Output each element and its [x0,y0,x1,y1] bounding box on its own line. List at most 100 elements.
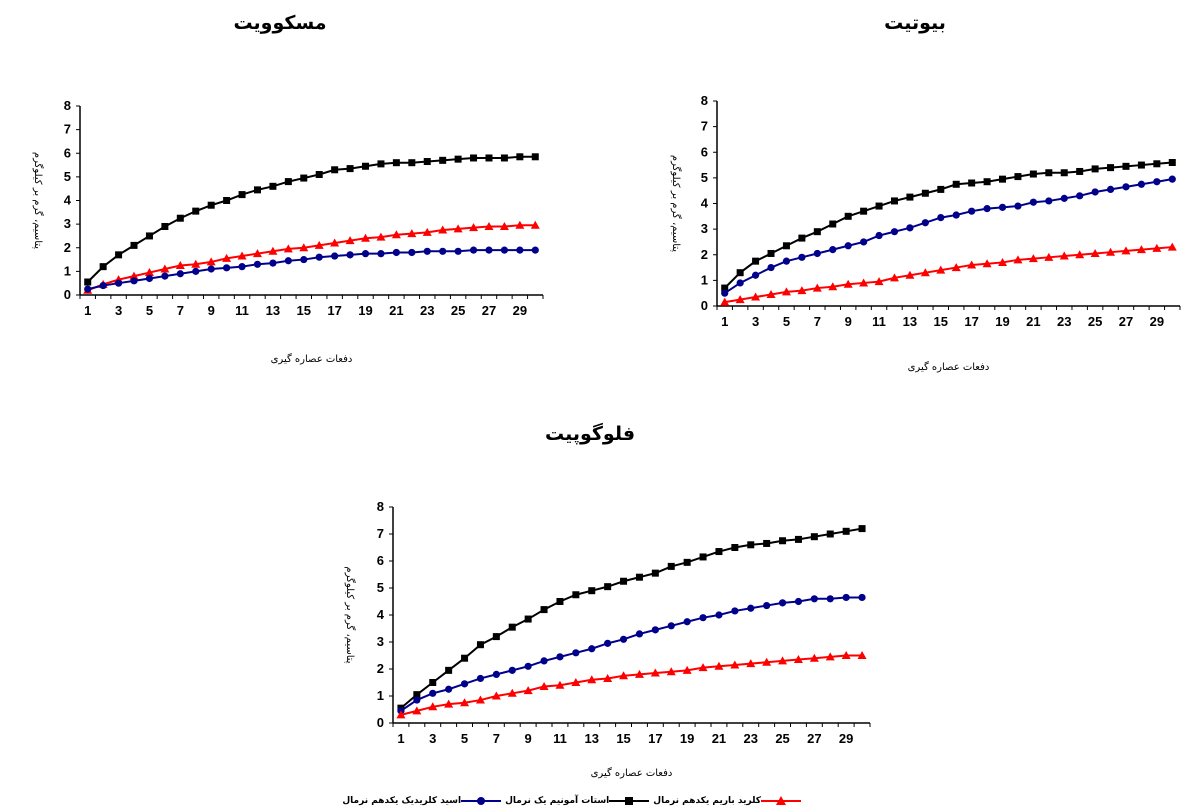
data-point-ammonium [392,159,400,167]
y-tick-label: 8 [64,98,71,113]
data-point-ammonium [721,284,729,292]
data-point-barium [422,227,432,236]
y-tick-label: 6 [377,553,384,568]
data-point-acid [223,264,231,272]
data-point-ammonium [779,537,787,545]
data-point-acid [635,630,644,638]
data-point-barium [825,652,835,661]
x-tick-label: 17 [327,303,341,318]
data-point-acid [810,595,818,603]
data-point-ammonium [145,232,153,240]
data-point-barium [507,688,517,697]
y-tick-label: 0 [64,287,71,302]
x-tick-label: 17 [648,731,662,746]
data-point-barium [666,667,676,676]
data-point-acid [651,626,659,634]
data-point-barium [438,225,448,234]
legend-label-acid: اسید کلریدیک یکدهم نرمال [342,796,462,806]
data-point-barium [491,691,501,700]
data-point-ammonium [875,202,883,210]
data-point-barium [650,668,660,677]
legend-marker-barium [761,796,801,805]
data-point-acid [413,696,421,704]
data-point-ammonium [968,179,976,187]
x-tick-label: 15 [297,303,311,318]
data-point-barium [1028,254,1038,263]
data-point-ammonium [651,569,659,577]
data-point-barium [634,669,644,678]
data-point-acid [763,601,771,610]
x-tick-label: 17 [964,314,978,329]
data-point-acid [952,211,960,219]
data-point-ammonium [683,558,691,566]
data-point-acid [890,228,899,236]
data-point-acid [1045,197,1053,205]
data-point-ammonium [524,615,532,623]
data-point-barium [361,233,371,242]
x-tick-label: 25 [775,731,789,746]
x-tick-label: 19 [995,314,1009,329]
data-point-ammonium [1045,169,1053,177]
data-point-acid [284,257,292,265]
data-point-acid [588,645,596,653]
data-point-acid [842,593,850,602]
x-tick-label: 9 [845,314,852,329]
data-point-barium [460,698,470,707]
data-point-barium [1152,243,1162,252]
data-point-ammonium [115,251,123,259]
x-tick-label: 19 [680,731,694,746]
y-tick-label: 1 [701,272,708,287]
data-point-barium [793,655,803,664]
data-point-ammonium [161,222,169,230]
x-tick-label: 29 [513,303,527,318]
y-tick-label: 1 [377,688,384,703]
y-tick-label: 7 [377,526,384,541]
data-point-acid [1137,180,1146,188]
data-point-acid [667,622,675,630]
data-point-barium [889,273,899,282]
data-point-acid [875,231,883,240]
data-point-ammonium [813,228,821,236]
x-tick-label: 5 [146,303,153,318]
data-point-ammonium [667,562,675,570]
data-point-ammonium [99,263,107,271]
data-point-ammonium [485,154,493,162]
data-point-barium [453,224,463,233]
data-point-acid [794,597,803,606]
data-point-acid [99,281,107,290]
data-point-ammonium [531,153,539,161]
data-point-barium [828,282,838,291]
x-tick-label: 1 [84,303,91,318]
data-point-barium [797,286,807,295]
data-point-ammonium [315,171,323,179]
x-tick-label: 9 [208,303,215,318]
data-point-barium [982,259,992,268]
data-point-acid [968,207,976,215]
y-axis-label: پتاسیم، گرم بر کیلوگرم [32,152,44,249]
data-point-ammonium [269,182,277,190]
data-point-barium [175,260,185,269]
y-tick-label: 3 [701,221,708,236]
x-tick-label: 23 [1057,314,1071,329]
data-point-acid [782,257,791,265]
y-tick-label: 0 [377,715,384,730]
data-point-ammonium [1122,162,1130,170]
data-point-ammonium [715,548,723,556]
data-point-barium [469,223,479,232]
data-point-acid [1029,198,1037,206]
data-point-acid [192,267,200,275]
data-point-acid [699,614,707,622]
data-point-ammonium [620,577,628,585]
data-point-ammonium [858,525,866,533]
x-tick-label: 23 [744,731,758,746]
data-point-ammonium [461,654,469,662]
data-point-ammonium [423,158,431,166]
data-point-ammonium [937,185,945,193]
data-point-acid [253,260,262,268]
data-point-ammonium [346,165,354,173]
data-point-ammonium [492,633,500,641]
x-tick-label: 15 [934,314,948,329]
x-tick-label: 1 [721,314,728,329]
data-point-acid [813,249,821,258]
